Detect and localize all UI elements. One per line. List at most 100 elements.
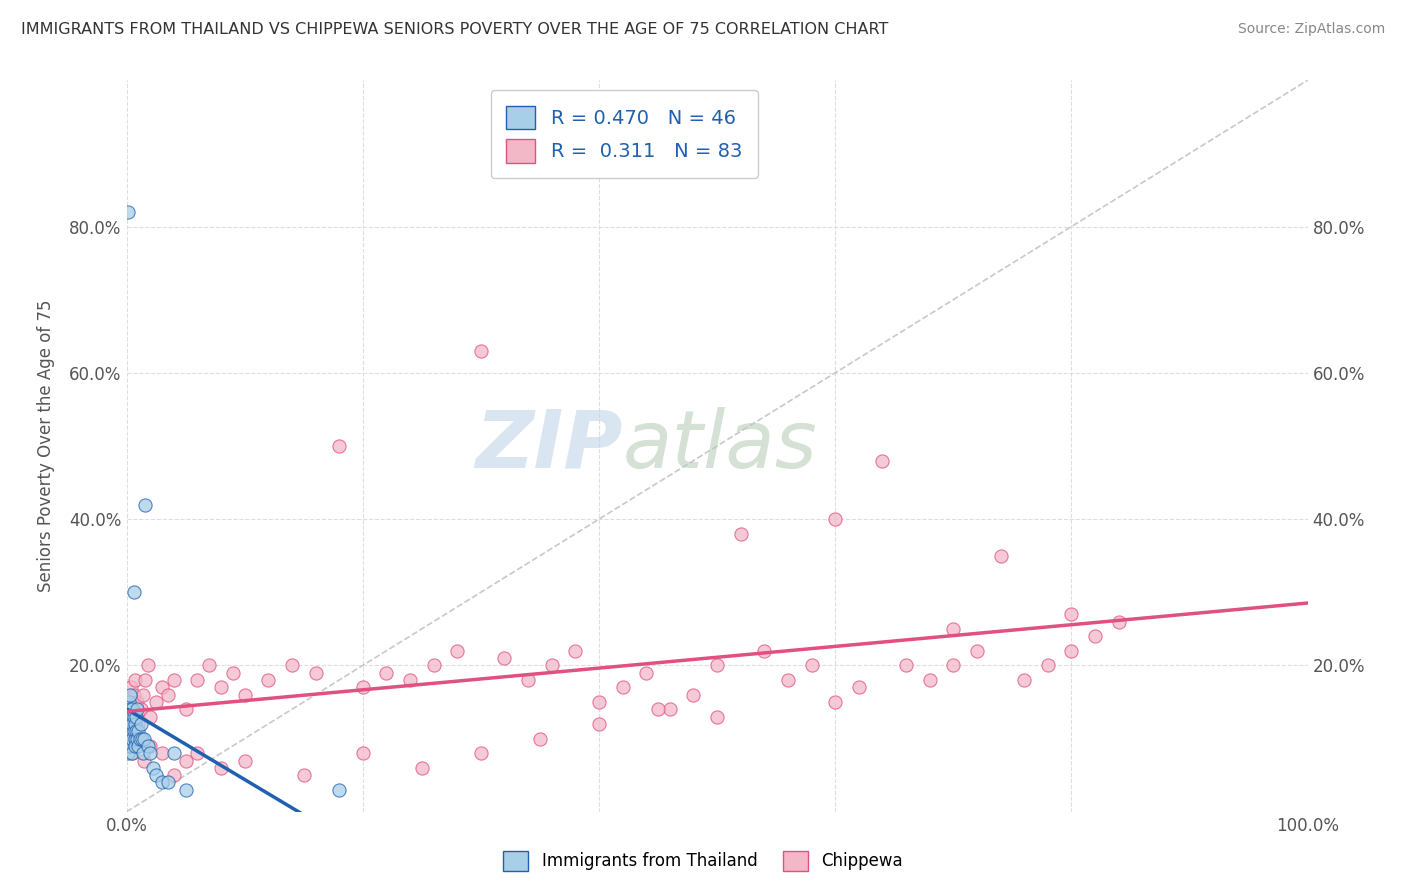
Point [139,739,162,753]
Point [1108,615,1130,629]
Point [120,681,142,695]
Point [529,731,551,746]
Point [121,746,143,760]
Point [233,754,256,768]
Point [127,731,149,746]
Point [399,673,422,687]
Point [706,658,728,673]
Point [174,702,197,716]
Point [125,724,148,739]
Point [848,681,870,695]
Point [132,746,155,760]
Point [942,658,965,673]
Text: Source: ZipAtlas.com: Source: ZipAtlas.com [1237,22,1385,37]
Point [122,585,145,599]
Point [124,673,146,687]
Point [156,688,179,702]
Point [800,658,823,673]
Point [1012,673,1035,687]
Point [118,709,141,723]
Point [139,746,162,760]
Point [145,695,167,709]
Point [117,731,139,746]
Point [470,343,492,358]
Point [118,717,141,731]
Point [121,731,143,746]
Point [1036,658,1059,673]
Point [564,644,586,658]
Point [352,681,374,695]
Point [120,731,142,746]
Point [352,746,374,760]
Point [125,709,148,723]
Point [209,681,232,695]
Point [163,746,186,760]
Point [257,673,280,687]
Point [127,702,149,716]
Point [328,782,350,797]
Point [233,688,256,702]
Point [120,739,142,753]
Point [470,746,492,760]
Point [132,688,155,702]
Point [127,717,149,731]
Point [128,731,150,746]
Point [754,644,776,658]
Point [141,761,163,775]
Point [1060,644,1083,658]
Point [117,205,139,219]
Point [776,673,799,687]
Point [163,673,186,687]
Point [145,768,167,782]
Point [129,702,152,716]
Point [122,709,145,723]
Point [139,709,162,723]
Text: IMMIGRANTS FROM THAILAND VS CHIPPEWA SENIORS POVERTY OVER THE AGE OF 75 CORRELAT: IMMIGRANTS FROM THAILAND VS CHIPPEWA SEN… [21,22,889,37]
Point [942,622,965,636]
Point [422,658,444,673]
Point [163,768,186,782]
Point [120,717,142,731]
Point [131,731,153,746]
Point [411,761,433,775]
Point [174,754,197,768]
Point [872,453,894,467]
Point [129,717,152,731]
Point [124,739,146,753]
Point [120,709,142,723]
Point [446,644,468,658]
Point [198,658,221,673]
Point [209,761,232,775]
Point [120,695,142,709]
Point [612,681,634,695]
Point [292,768,315,782]
Point [156,775,179,789]
Point [636,665,658,680]
Text: ZIP: ZIP [475,407,623,485]
Point [150,775,173,789]
Point [966,644,988,658]
Point [494,651,516,665]
Point [540,658,562,673]
Point [127,739,149,753]
Point [281,658,304,673]
Point [304,665,326,680]
Point [124,731,146,746]
Point [127,695,149,709]
Point [118,724,141,739]
Point [328,439,350,453]
Point [124,717,146,731]
Point [134,498,156,512]
Point [118,739,141,753]
Point [121,717,143,731]
Point [824,512,846,526]
Point [1084,629,1107,643]
Point [122,688,145,702]
Point [658,702,681,716]
Point [127,724,149,739]
Point [125,709,148,723]
Legend: Immigrants from Thailand, Chippewa: Immigrants from Thailand, Chippewa [495,842,911,880]
Point [730,526,752,541]
Point [117,731,139,746]
Point [150,746,173,760]
